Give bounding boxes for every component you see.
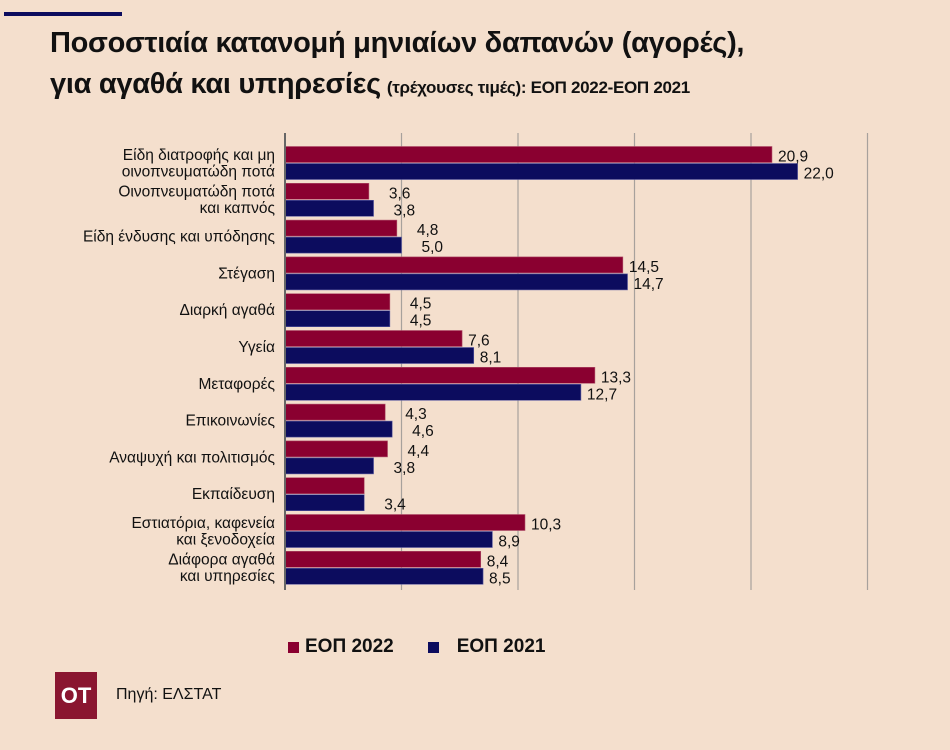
bar-2021 xyxy=(284,383,582,401)
ot-logo: ΟΤ xyxy=(55,672,97,719)
category-label: Είδη ένδυσης και υπόδησης xyxy=(83,229,275,246)
category-label: Υγεία xyxy=(238,339,275,356)
chart-title-main: για αγαθά και υπηρεσίες xyxy=(50,68,381,100)
chart-title-line2: για αγαθά και υπηρεσίες (τρέχουσες τιμές)… xyxy=(50,68,690,101)
value-label: 8,1 xyxy=(480,350,502,367)
accent-bar xyxy=(4,12,122,16)
category-label-line: Μεταφορές xyxy=(198,376,275,393)
bar-2021 xyxy=(284,347,475,364)
category-label-line: Οινοπνευματώδη ποτά xyxy=(118,184,275,201)
category-label-line: και καπνός xyxy=(200,200,275,217)
category-label-line: Διάφορα αγαθά xyxy=(168,552,275,569)
bar-2021 xyxy=(284,200,374,217)
value-label: 20,9 xyxy=(778,149,808,166)
bars xyxy=(284,146,798,585)
value-label: 3,6 xyxy=(389,185,411,202)
category-label: Μεταφορές xyxy=(198,376,275,393)
value-label: 8,9 xyxy=(498,534,520,551)
category-label-line: Επικοινωνίες xyxy=(185,413,275,430)
value-label: 3,4 xyxy=(384,497,406,514)
category-label-line: Εκπαίδευση xyxy=(192,486,275,503)
category-label: Στέγαση xyxy=(218,265,275,282)
legend-item-2022: ΕΟΠ 2022 xyxy=(288,636,394,658)
category-labels: Είδη διατροφής και μη οινοπνευματώδη ποτά… xyxy=(83,147,275,585)
bar-2022 xyxy=(284,514,526,531)
legend-item-2021: ΕΟΠ 2021 xyxy=(427,636,546,658)
value-label: 14,5 xyxy=(629,259,659,276)
category-label-line: Διαρκή αγαθά xyxy=(179,302,275,319)
value-label: 12,7 xyxy=(587,386,617,403)
bar-2022 xyxy=(284,550,482,568)
value-label: 4,6 xyxy=(412,423,434,440)
value-label: 5,0 xyxy=(422,239,444,256)
bar-2021 xyxy=(284,567,484,585)
chart-title-line1: Ποσοστιαία κατανομή μηνιαίων δαπανών (αγ… xyxy=(50,27,745,59)
chart-subtitle: (τρέχουσες τιμές): ΕΟΠ 2022-ΕΟΠ 2021 xyxy=(386,78,690,97)
bar-2022 xyxy=(284,366,596,384)
bar-2021 xyxy=(284,273,628,291)
bar-2021 xyxy=(284,310,391,328)
value-label: 7,6 xyxy=(468,333,490,350)
category-label-line: Είδη ένδυσης και υπόδησης xyxy=(83,229,275,246)
category-label: Επικοινωνίες xyxy=(185,413,275,430)
category-label-line: Εστιατόρια, καφενεία xyxy=(131,515,275,532)
bar-2021 xyxy=(284,531,493,548)
value-label: 10,3 xyxy=(531,517,561,534)
category-label-line: Αναψυχή και πολιτισμός xyxy=(109,449,275,466)
bar-2022 xyxy=(284,477,365,495)
category-label: Διαρκή αγαθά xyxy=(179,302,275,319)
category-label-line: και ξενοδοχεία xyxy=(176,531,275,548)
category-label-line: Είδη διατροφής και μη xyxy=(123,147,275,164)
category-label: Διάφορα αγαθά και υπηρεσίες xyxy=(168,552,275,586)
bar-2022 xyxy=(284,330,463,347)
legend-label-2021: ΕΟΠ 2021 xyxy=(456,636,546,657)
bar-2022 xyxy=(284,183,370,200)
category-label: Εκπαίδευση xyxy=(192,486,275,503)
bar-2022 xyxy=(284,256,624,274)
value-label: 4,5 xyxy=(410,313,432,330)
bar-2022 xyxy=(284,219,398,237)
value-label: 22,0 xyxy=(804,166,835,183)
category-label-line: και υπηρεσίες xyxy=(180,568,275,585)
value-labels: 20,922,03,63,84,85,014,514,74,54,57,68,1… xyxy=(384,149,834,588)
bar-2021 xyxy=(284,420,393,438)
category-label: Αναψυχή και πολιτισμός xyxy=(109,449,275,466)
category-label: Εστιατόρια, καφενεία και ξενοδοχεία xyxy=(131,515,275,549)
bar-2021 xyxy=(284,163,798,180)
category-label-line: Υγεία xyxy=(238,339,275,356)
bar-2022 xyxy=(284,146,773,163)
bar-2021 xyxy=(284,494,365,512)
category-label: Οινοπνευματώδη ποτά και καπνός xyxy=(118,184,275,218)
value-label: 3,8 xyxy=(394,460,416,477)
bar-2021 xyxy=(284,236,402,254)
value-label: 4,3 xyxy=(405,406,427,423)
value-label: 8,5 xyxy=(489,570,511,587)
legend: ΕΟΠ 2022 ΕΟΠ 2021 xyxy=(288,636,545,658)
bar-chart: Είδη διατροφής και μη οινοπνευματώδη ποτά… xyxy=(83,133,869,590)
bar-2022 xyxy=(284,440,388,458)
value-label: 8,4 xyxy=(487,553,509,570)
source-note: Πηγή: ΕΛΣΤΑΤ xyxy=(116,686,222,703)
legend-swatch-2022 xyxy=(288,641,299,653)
category-label-line: Στέγαση xyxy=(218,265,275,282)
value-label: 14,7 xyxy=(634,276,664,293)
value-label: 13,3 xyxy=(601,369,631,386)
value-label: 4,8 xyxy=(417,222,439,239)
bar-2022 xyxy=(284,293,391,311)
legend-swatch-2021 xyxy=(427,641,439,653)
category-label-line: οινοπνευματώδη ποτά xyxy=(122,163,275,180)
category-label: Είδη διατροφής και μη οινοπνευματώδη ποτά xyxy=(122,147,275,181)
value-label: 4,4 xyxy=(408,443,430,460)
bar-2021 xyxy=(284,457,374,475)
value-label: 4,5 xyxy=(410,296,432,313)
value-label: 3,8 xyxy=(394,202,416,219)
bar-2022 xyxy=(284,403,386,421)
legend-label-2022: ΕΟΠ 2022 xyxy=(305,636,394,657)
